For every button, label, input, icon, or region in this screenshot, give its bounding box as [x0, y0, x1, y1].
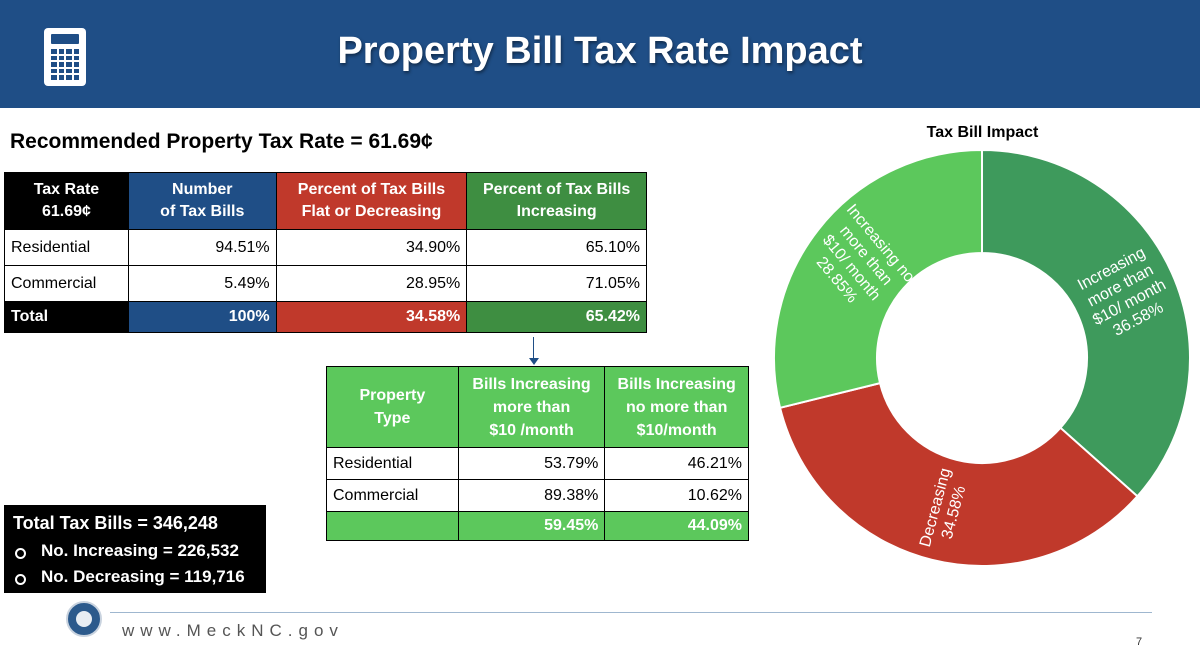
tax-rate-table: Tax Rate 61.69¢ Number of Tax Bills Percen… — [4, 172, 647, 333]
cell-value: 53.79% — [457, 447, 606, 480]
total-value: 59.45% — [457, 511, 606, 541]
total-row: 59.45% 44.09% — [326, 511, 749, 541]
header-flat-or-decreasing: Percent of Tax Bills Flat or Decreasing — [275, 172, 468, 230]
increasing-count: No. Increasing = 226,532 — [41, 541, 239, 560]
row-label: Commercial — [4, 265, 129, 302]
cell-value: 65.10% — [466, 229, 647, 266]
table-row: Commercial 5.49% 28.95% 71.05% — [4, 265, 647, 302]
cell-value: 28.95% — [275, 265, 468, 302]
header-number-of-bills: Number of Tax Bills — [127, 172, 277, 230]
row-label: Residential — [4, 229, 129, 266]
arrow-down-icon — [529, 358, 539, 365]
cell-value: 94.51% — [127, 229, 277, 266]
cell-value: 34.90% — [275, 229, 468, 266]
calculator-icon — [44, 28, 86, 86]
total-label — [326, 511, 459, 541]
table-header-row: Property Type Bills Increasing more than $1… — [326, 366, 749, 448]
footer-divider — [110, 612, 1152, 613]
header-no-more-than-10: Bills Increasing no more than $10/month — [604, 366, 749, 448]
header-increasing: Percent of Tax Bills Increasing — [466, 172, 647, 230]
header-more-than-10: Bills Increasing more than $10 /month — [457, 366, 606, 448]
cell-value: 10.62% — [604, 479, 749, 512]
header-tax-rate: Tax Rate 61.69¢ — [4, 172, 129, 230]
donut-slice — [778, 381, 1139, 567]
header-banner: Property Bill Tax Rate Impact — [0, 0, 1200, 108]
cell-value: 5.49% — [127, 265, 277, 302]
recommended-rate-heading: Recommended Property Tax Rate = 61.69¢ — [10, 130, 433, 153]
table-header-row: Tax Rate 61.69¢ Number of Tax Bills Percen… — [4, 172, 647, 230]
county-seal-icon — [66, 601, 102, 637]
total-value: 44.09% — [604, 511, 749, 541]
cell-value: 89.38% — [457, 479, 606, 512]
total-bills-box: Total Tax Bills = 346,248 No. Increasing… — [4, 505, 266, 593]
total-value: 100% — [127, 301, 277, 333]
total-bills-text: Total Tax Bills = 346,248 — [13, 513, 218, 533]
header-property-type: Property Type — [326, 366, 459, 448]
page-title: Property Bill Tax Rate Impact — [337, 30, 863, 72]
page-number: 7 — [1136, 636, 1143, 648]
total-value: 65.42% — [466, 301, 647, 333]
increase-breakdown-table: Property Type Bills Increasing more than $1… — [326, 366, 749, 541]
total-label: Total — [4, 301, 129, 333]
cell-value: 71.05% — [466, 265, 647, 302]
donut-slice — [773, 148, 983, 410]
connector-line — [533, 337, 534, 359]
chart-title: Tax Bill Impact — [926, 124, 1039, 141]
table-row: Residential 94.51% 34.90% 65.10% — [4, 229, 647, 266]
table-row: Commercial 89.38% 10.62% — [326, 479, 749, 512]
total-value: 34.58% — [275, 301, 468, 333]
bullet-icon — [15, 574, 26, 585]
footer-url: www.MeckNC.gov — [122, 621, 344, 640]
decreasing-count: No. Decreasing = 119,716 — [41, 567, 245, 586]
donut-chart: Increasingmore than$10/ month36.58%Decre… — [773, 148, 1191, 567]
donut-slice — [981, 148, 1191, 498]
bullet-icon — [15, 548, 26, 559]
row-label: Residential — [326, 447, 459, 480]
total-row: Total 100% 34.58% 65.42% — [4, 301, 647, 333]
cell-value: 46.21% — [604, 447, 749, 480]
table-row: Residential 53.79% 46.21% — [326, 447, 749, 480]
row-label: Commercial — [326, 479, 459, 512]
